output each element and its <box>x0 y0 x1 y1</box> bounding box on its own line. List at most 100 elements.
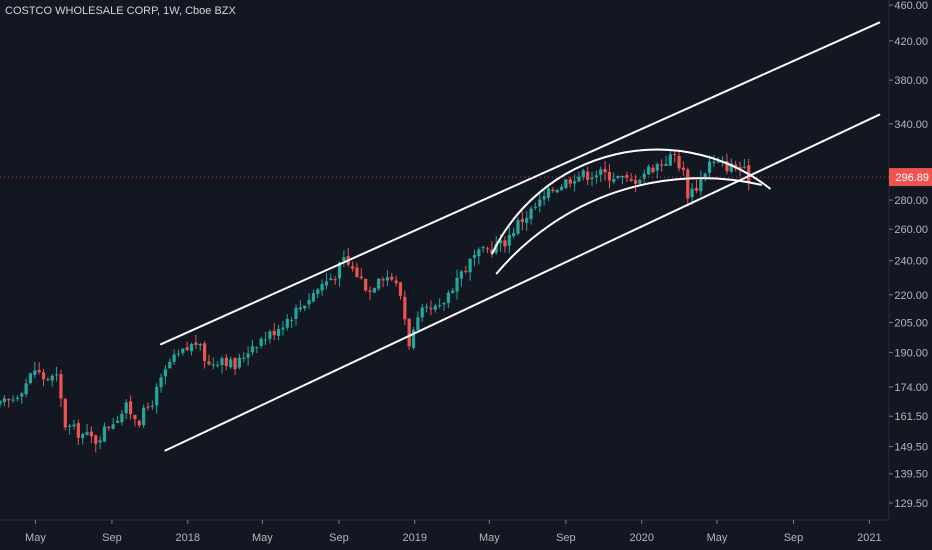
candle <box>46 377 50 382</box>
candle-body <box>712 161 716 163</box>
candle-body <box>224 357 228 366</box>
candle <box>63 397 67 431</box>
candle <box>124 398 128 420</box>
candle <box>616 175 620 180</box>
candle-body <box>625 175 629 178</box>
candle-body <box>416 317 420 331</box>
y-tick-label: 280.00 <box>894 195 928 207</box>
candle-body <box>176 353 181 355</box>
candle-body <box>85 432 89 435</box>
y-tick-label: 129.50 <box>894 498 928 510</box>
candle <box>372 287 376 294</box>
candle-body <box>189 344 194 352</box>
candle-body <box>533 207 538 209</box>
x-axis: May Sep 2018 May Sep 2019 May Sep 2020 May Sep 2021 <box>0 519 889 544</box>
candle <box>276 324 281 341</box>
candle <box>381 276 385 288</box>
candle-body <box>407 318 411 347</box>
candle-body <box>559 186 564 191</box>
candle <box>2 395 6 407</box>
candle <box>646 164 651 176</box>
candle <box>446 290 450 308</box>
candle <box>385 270 390 286</box>
candle-body <box>233 357 237 370</box>
candle-body <box>385 277 390 281</box>
candle <box>503 236 507 253</box>
candle-body <box>459 271 464 279</box>
last-price-label: 296.89 <box>895 172 929 184</box>
candle <box>246 346 250 366</box>
candle-body <box>63 399 67 428</box>
candle-body <box>172 354 176 362</box>
candle <box>307 293 311 310</box>
candle <box>198 342 202 351</box>
candle-body <box>124 402 128 414</box>
candle-body <box>520 219 524 222</box>
candle-body <box>464 270 468 272</box>
candle <box>72 419 76 430</box>
inner-arc <box>495 177 762 275</box>
candle-body <box>107 426 111 429</box>
candle-body <box>229 359 233 368</box>
candle <box>642 169 646 183</box>
candle-body <box>281 327 285 330</box>
x-tick-label: May <box>25 532 46 544</box>
candle-body <box>742 166 746 168</box>
candle <box>59 369 63 407</box>
candle <box>111 417 115 430</box>
candle-body <box>120 413 124 423</box>
candle-body <box>686 169 690 199</box>
candle <box>181 348 185 356</box>
candle <box>433 303 437 313</box>
drawings-group <box>160 21 881 452</box>
candle <box>651 164 655 174</box>
candle-body <box>368 290 372 292</box>
candle <box>699 170 703 196</box>
candle <box>599 166 603 182</box>
candle-body <box>538 199 542 207</box>
candle-body <box>485 248 490 250</box>
candle <box>33 361 37 378</box>
candle <box>529 206 533 225</box>
candle <box>564 179 568 189</box>
x-tick-label: Sep <box>102 532 122 544</box>
candle <box>250 339 255 356</box>
candle <box>255 346 259 354</box>
candle <box>350 261 355 272</box>
candle-body <box>311 293 316 302</box>
candle <box>268 329 272 344</box>
candle-body <box>546 188 551 198</box>
candle <box>298 300 302 312</box>
candle <box>490 241 494 258</box>
candle <box>416 311 420 333</box>
candle <box>98 436 102 450</box>
candle <box>259 336 263 349</box>
candle <box>655 162 659 179</box>
candle <box>403 290 407 325</box>
candle-body <box>268 331 272 339</box>
candle-body <box>568 179 572 184</box>
candle <box>394 275 398 287</box>
candle <box>364 278 368 293</box>
candle-body <box>163 369 168 377</box>
candle-body <box>159 377 163 388</box>
candle <box>424 303 429 313</box>
candle <box>294 304 298 326</box>
candle-body <box>377 278 381 289</box>
candle <box>176 349 181 358</box>
candle-body <box>250 346 255 353</box>
candle-body <box>94 435 98 444</box>
candle-body <box>7 399 11 401</box>
candle-body <box>516 220 520 234</box>
candle <box>538 192 542 213</box>
candle-body <box>655 164 659 171</box>
candle <box>233 357 237 375</box>
candle-body <box>681 167 686 171</box>
candle <box>455 269 459 300</box>
candle <box>677 151 681 172</box>
candle-body <box>237 357 242 368</box>
y-tick-label: 161.50 <box>894 411 928 423</box>
candle <box>324 273 329 290</box>
candle <box>0 400 2 408</box>
